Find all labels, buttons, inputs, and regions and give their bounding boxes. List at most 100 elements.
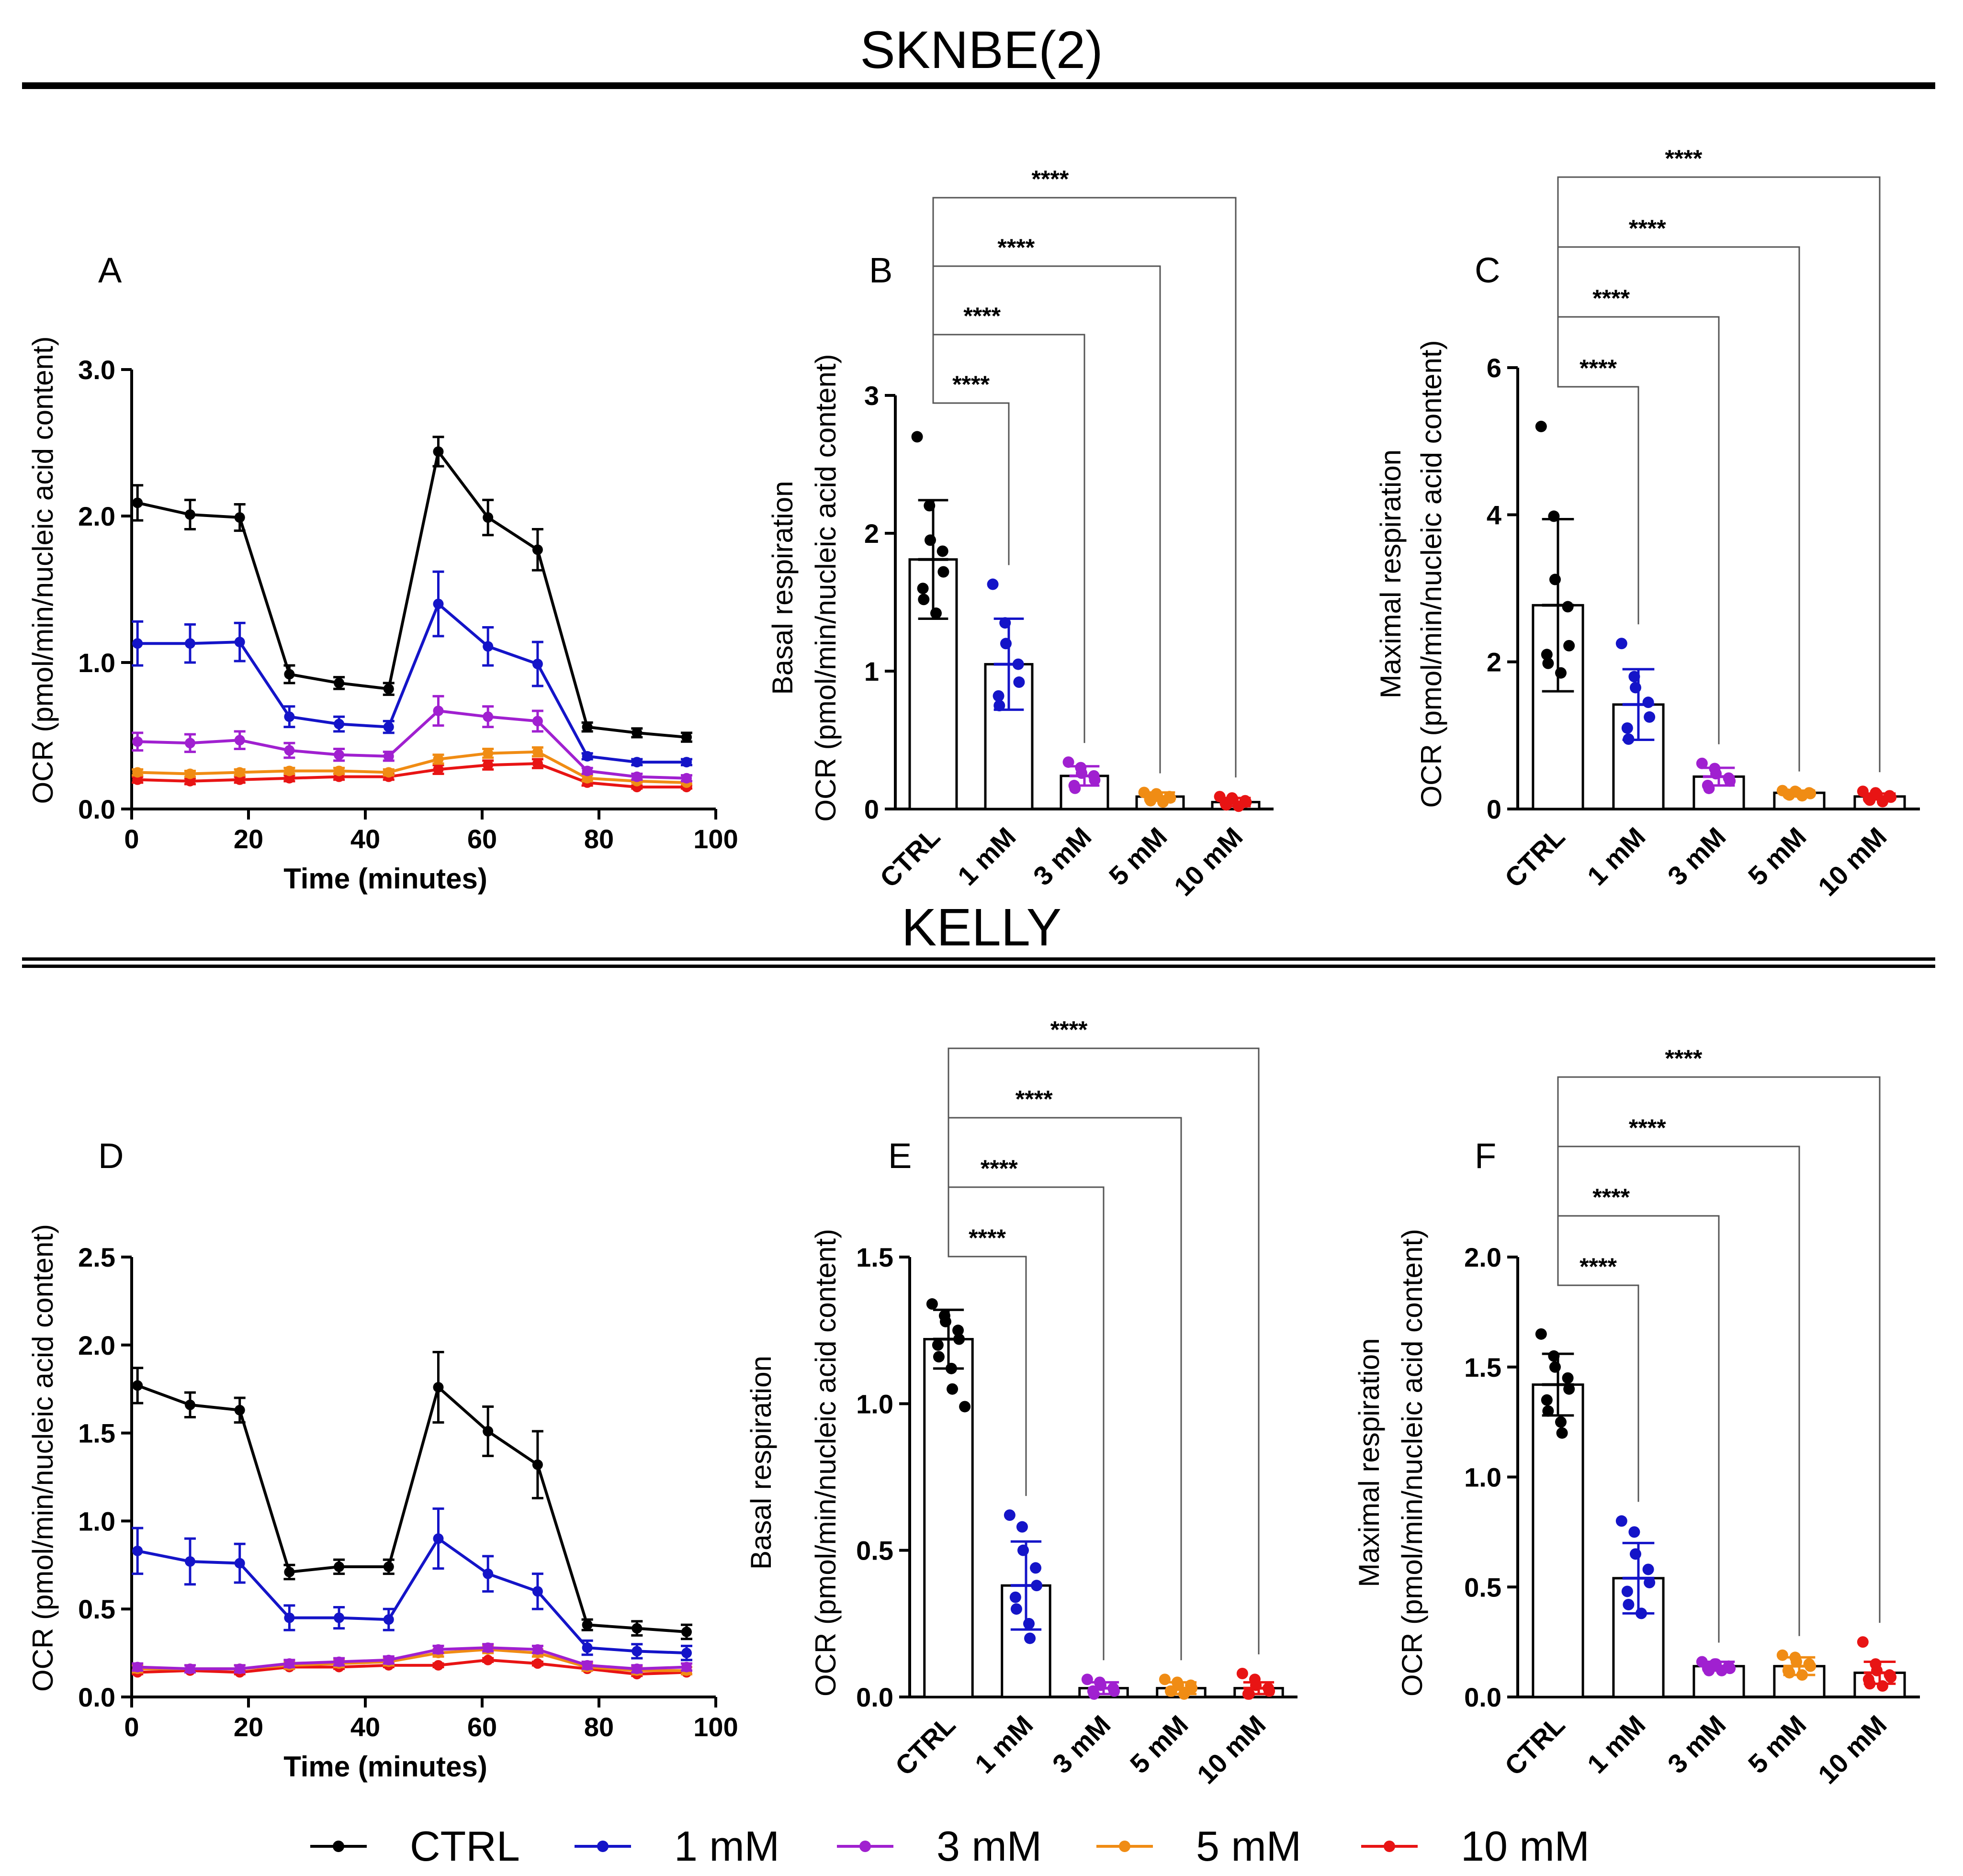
series-line bbox=[137, 709, 687, 780]
panel-letter: F bbox=[1475, 1136, 1496, 1176]
data-point bbox=[334, 1656, 345, 1667]
bar-group-10-mm bbox=[1853, 1636, 1906, 1698]
data-point bbox=[132, 1662, 143, 1673]
data-point bbox=[1885, 1671, 1897, 1683]
significance-label: **** bbox=[1031, 166, 1069, 192]
data-point bbox=[334, 1612, 345, 1623]
series-ctrl bbox=[132, 436, 692, 743]
bracket-line bbox=[1557, 363, 1639, 625]
data-point bbox=[483, 1426, 494, 1437]
x-category-label: 10 mM bbox=[1812, 1709, 1893, 1790]
data-point bbox=[185, 1399, 195, 1410]
data-point bbox=[234, 767, 245, 778]
x-category-label: 1 mM bbox=[1581, 821, 1651, 891]
data-point bbox=[132, 767, 143, 778]
data-point bbox=[1016, 1521, 1028, 1533]
y-tick-label: 0.0 bbox=[78, 1682, 115, 1712]
data-point bbox=[433, 598, 444, 609]
data-point bbox=[933, 1351, 945, 1363]
data-point bbox=[993, 690, 1004, 702]
data-point bbox=[1535, 1328, 1547, 1340]
x-tick-label: 80 bbox=[584, 824, 614, 854]
panel-letter: B bbox=[869, 250, 892, 290]
data-point bbox=[433, 1644, 444, 1655]
y-tick-label: 1.0 bbox=[78, 648, 115, 678]
x-category-label: 5 mM bbox=[1103, 821, 1173, 891]
data-point bbox=[1621, 1585, 1633, 1597]
y-tick-label: 1 bbox=[864, 656, 879, 686]
bar-group-10-mm bbox=[1233, 1667, 1284, 1700]
panel-letter: C bbox=[1475, 250, 1500, 290]
data-point bbox=[284, 669, 295, 680]
x-tick-label: 20 bbox=[234, 1712, 263, 1742]
y-tick-label: 0.5 bbox=[1464, 1572, 1501, 1602]
data-point bbox=[1010, 1603, 1022, 1615]
x-tick-label: 100 bbox=[693, 824, 738, 854]
data-point bbox=[1615, 1515, 1627, 1527]
legend-item-1-mm: 1 mM bbox=[575, 1822, 779, 1870]
x-category-label: 10 mM bbox=[1168, 821, 1249, 902]
x-category-label: CTRL bbox=[1499, 821, 1570, 893]
data-point bbox=[532, 758, 543, 769]
significance-bracket: **** bbox=[932, 166, 1237, 778]
significance-label: **** bbox=[1579, 1253, 1617, 1280]
data-point bbox=[936, 545, 948, 557]
data-point bbox=[1628, 671, 1640, 683]
data-point bbox=[1562, 1372, 1574, 1384]
bar-group-10-mm bbox=[1211, 791, 1261, 812]
legend-label: 5 mM bbox=[1196, 1822, 1301, 1870]
significance-label: **** bbox=[1629, 215, 1666, 242]
significance-bracket: **** bbox=[948, 1016, 1260, 1654]
y-tick-label: 0 bbox=[1487, 794, 1501, 824]
y-tick-label: 2.0 bbox=[78, 1330, 115, 1360]
section-kelly: KELLY bbox=[22, 898, 1935, 968]
data-point bbox=[132, 497, 143, 508]
bracket-line bbox=[1557, 176, 1881, 773]
data-point bbox=[1628, 1526, 1640, 1538]
x-tick-label: 0 bbox=[124, 1712, 139, 1742]
data-point bbox=[1541, 1394, 1553, 1406]
legend-label: 1 mM bbox=[674, 1822, 779, 1870]
panel-letter: D bbox=[98, 1136, 124, 1176]
data-point bbox=[1004, 1509, 1015, 1521]
panel-b: B 0 1 2 3 Basal respiration OCR (pmol/min/nucl… bbox=[767, 166, 1274, 902]
data-point bbox=[185, 1556, 195, 1567]
y-axis-title: OCR (pmol/min/nucleic acid content) bbox=[27, 336, 59, 804]
data-point bbox=[1783, 1667, 1795, 1679]
x-category-label: CTRL bbox=[874, 821, 946, 893]
data-point bbox=[1562, 601, 1574, 613]
y-axis-title-line1: Maximal respiration bbox=[1375, 449, 1407, 698]
y-axis-title-line1: Basal respiration bbox=[745, 1356, 777, 1570]
data-point bbox=[1030, 1562, 1042, 1574]
data-point bbox=[1776, 1649, 1788, 1661]
data-point bbox=[1542, 657, 1554, 669]
y-tick-label: 4 bbox=[1487, 500, 1501, 530]
bar-group-1-mm bbox=[984, 578, 1034, 810]
data-point bbox=[483, 641, 494, 652]
bar-group-ctrl bbox=[923, 1298, 974, 1698]
y-tick-label: 1.5 bbox=[856, 1242, 893, 1272]
x-tick-label: 0 bbox=[124, 824, 139, 854]
bar-group-5-mm bbox=[1135, 786, 1185, 810]
x-tick-label: 80 bbox=[584, 1712, 614, 1742]
y-tick-label: 1.0 bbox=[78, 1506, 115, 1536]
series-10-mm bbox=[132, 758, 692, 793]
y-tick-label: 1.0 bbox=[1464, 1462, 1501, 1493]
data-point bbox=[1857, 1636, 1869, 1648]
y-tick-label: 1.5 bbox=[1464, 1352, 1501, 1382]
data-point bbox=[483, 760, 494, 771]
x-category-label: 10 mM bbox=[1191, 1709, 1272, 1790]
data-point bbox=[993, 700, 1005, 711]
data-point bbox=[681, 757, 692, 768]
significance-label: **** bbox=[981, 1155, 1018, 1182]
data-point bbox=[947, 1383, 959, 1395]
series-line bbox=[137, 762, 687, 789]
legend-swatch-marker bbox=[1384, 1841, 1395, 1852]
data-point bbox=[284, 1612, 295, 1623]
data-point bbox=[681, 1626, 692, 1637]
series-line bbox=[137, 1536, 687, 1655]
data-point bbox=[483, 512, 494, 523]
series-3-mm bbox=[132, 1642, 692, 1674]
significance-bracket: **** bbox=[1557, 145, 1881, 773]
